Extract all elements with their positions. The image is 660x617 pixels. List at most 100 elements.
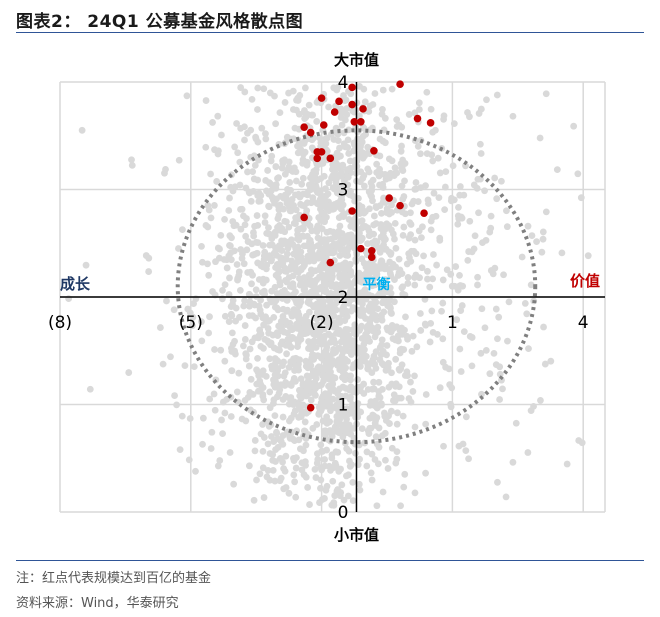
fund-point xyxy=(142,252,150,259)
large-fund-point xyxy=(300,123,308,131)
fund-point xyxy=(260,396,268,404)
large-fund-point xyxy=(317,94,326,102)
fund-point xyxy=(525,345,532,353)
fund-point xyxy=(226,194,233,202)
fund-point xyxy=(417,234,425,242)
fund-point xyxy=(393,420,401,428)
fund-point xyxy=(417,327,425,334)
fund-point xyxy=(392,355,400,363)
fund-point xyxy=(336,366,344,374)
fund-point xyxy=(283,133,291,141)
fund-point xyxy=(392,244,400,252)
fund-point xyxy=(226,241,233,249)
fund-point xyxy=(270,396,278,404)
large-cap-label: 大市值 xyxy=(334,51,379,69)
fund-point xyxy=(225,207,233,214)
fund-point xyxy=(259,242,267,249)
fund-point xyxy=(377,221,385,228)
fund-point xyxy=(344,326,352,333)
fund-point xyxy=(287,236,295,244)
fund-point xyxy=(338,121,346,129)
fund-point xyxy=(358,335,366,342)
fund-point xyxy=(343,415,350,423)
large-fund-point xyxy=(350,117,359,126)
fund-point xyxy=(347,376,354,384)
fund-point xyxy=(204,260,211,268)
fund-point xyxy=(509,458,517,466)
fund-point xyxy=(304,484,312,491)
fund-point xyxy=(281,217,289,225)
fund-point xyxy=(345,215,353,223)
fund-point xyxy=(379,105,386,113)
fund-point xyxy=(245,462,253,470)
fund-point xyxy=(563,460,571,468)
fund-point xyxy=(390,397,397,404)
fund-point xyxy=(344,357,351,365)
fund-point xyxy=(399,232,407,239)
fund-point xyxy=(259,447,267,455)
fund-point xyxy=(288,196,296,203)
fund-point xyxy=(310,389,318,397)
fund-point xyxy=(356,112,363,120)
fund-point xyxy=(300,140,308,147)
fund-point xyxy=(179,226,186,233)
fund-point xyxy=(462,447,470,454)
fund-point xyxy=(280,205,287,213)
fund-point xyxy=(229,218,237,225)
fund-point xyxy=(254,259,262,267)
fund-point xyxy=(239,250,246,258)
fund-point xyxy=(281,99,289,106)
fund-point xyxy=(242,232,250,240)
fund-point xyxy=(375,378,383,386)
fund-point xyxy=(498,177,505,185)
fund-point xyxy=(381,276,389,284)
fund-point xyxy=(277,474,285,482)
fund-point xyxy=(371,333,379,341)
fund-point xyxy=(285,274,293,281)
fund-point xyxy=(240,302,248,310)
fund-point xyxy=(261,219,269,226)
fund-point xyxy=(372,266,380,274)
fund-point xyxy=(306,236,314,244)
fund-point xyxy=(392,382,399,390)
fund-point xyxy=(280,372,288,380)
fund-point xyxy=(407,231,415,239)
fund-point xyxy=(241,88,249,96)
fund-point xyxy=(202,143,210,151)
fund-point xyxy=(248,95,256,103)
value-label: 价值 xyxy=(570,272,600,290)
fund-point xyxy=(302,441,310,449)
fund-point xyxy=(367,301,375,309)
fund-point xyxy=(288,257,296,265)
fund-point xyxy=(393,455,401,463)
fund-point xyxy=(279,260,287,268)
fund-point xyxy=(456,345,464,353)
fund-point xyxy=(322,310,330,318)
fund-point xyxy=(427,226,435,234)
fund-point xyxy=(396,366,403,374)
fund-point xyxy=(279,327,286,335)
fund-point xyxy=(335,429,343,437)
fund-point xyxy=(403,368,411,376)
fund-point xyxy=(490,349,498,357)
fund-point xyxy=(503,207,510,215)
fund-point xyxy=(409,388,417,395)
x-tick-label: (8) xyxy=(48,313,72,333)
fund-point xyxy=(285,223,293,231)
fund-point xyxy=(407,209,414,217)
fund-point xyxy=(389,230,397,238)
fund-point xyxy=(495,313,503,321)
fund-point xyxy=(233,388,241,396)
fund-point xyxy=(354,400,362,407)
fund-point xyxy=(408,347,416,355)
fund-point xyxy=(524,222,532,230)
fund-point xyxy=(366,274,374,282)
fund-point xyxy=(216,457,224,464)
fund-point xyxy=(295,257,303,265)
fund-point xyxy=(324,190,332,198)
fund-point xyxy=(297,375,305,383)
fund-point xyxy=(295,386,303,394)
fund-point xyxy=(378,110,386,118)
fund-point xyxy=(347,307,355,315)
fund-point xyxy=(250,187,257,195)
